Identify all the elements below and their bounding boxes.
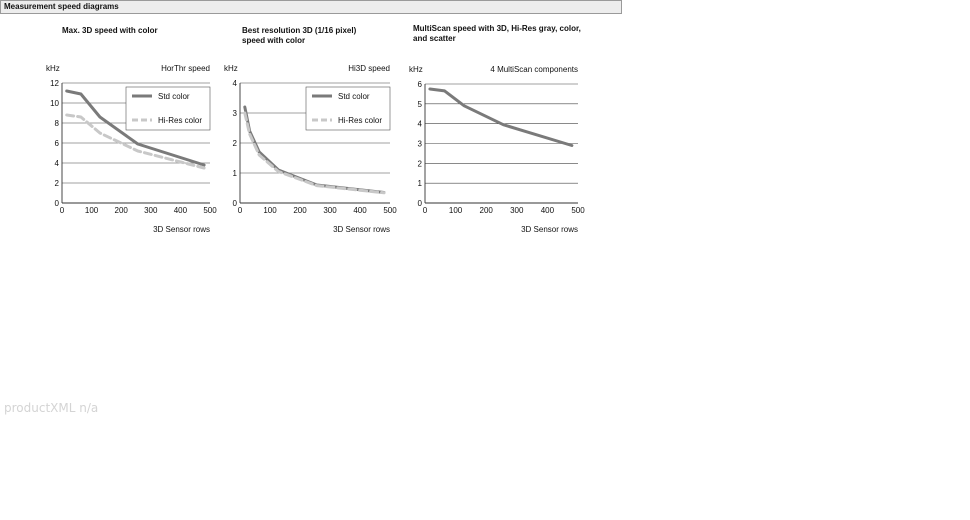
chart-2-x-axis-label: 3D Sensor rows [333,225,390,234]
chart-3-x-axis-label: 3D Sensor rows [521,225,578,234]
chart-1-y-tick-label: 12 [50,79,59,88]
chart-1-legend-box [125,86,211,131]
chart-3-series-line [428,87,574,147]
chart-1-y-axis-label: kHz [46,64,60,73]
chart-1-y-tick-label: 2 [55,179,60,188]
chart-3-x-tick-label: 300 [510,206,524,215]
chart-3-x-tick-label: 100 [449,206,463,215]
chart-1-x-tick-label: 0 [60,206,65,215]
footer-note: productXML n/a [4,401,99,415]
chart-1-y-tick-label: 0 [55,199,60,208]
section-title: Measurement speed diagrams [4,2,119,11]
chart-3-y-tick-label: 4 [418,120,423,129]
chart-3-x-tick-label: 400 [541,206,555,215]
chart-2-corner-label: Hi3D speed [348,64,390,73]
chart-1-y-tick-label: 10 [50,99,59,108]
chart-1-series-line [65,89,206,167]
chart-3-y-tick-label: 3 [418,140,423,149]
chart-3-y-tick-label: 2 [418,159,423,168]
chart-1-x-tick-label: 200 [115,206,129,215]
chart-2-x-tick-label: 200 [293,206,307,215]
chart-1-y-tick-label: 8 [55,119,60,128]
chart-1-legend-label: Hi-Res color [158,116,202,125]
chart-2-legend-label: Std color [338,92,370,101]
chart-1-x-tick-label: 500 [203,206,217,215]
chart-2-x-tick-label: 0 [238,206,243,215]
chart-3-y-tick-label: 1 [418,179,423,188]
section-header: Measurement speed diagrams [0,0,622,14]
chart-2-y-tick-label: 4 [233,79,238,88]
chart-1-x-axis-label: 3D Sensor rows [153,225,210,234]
chart-2-y-tick-label: 1 [233,169,238,178]
chart-2-series-line [243,111,386,195]
chart-2-x-tick-label: 300 [323,206,337,215]
chart-3-y-tick-label: 5 [418,100,423,109]
chart-1-series-line [65,113,206,170]
chart-2-x-tick-label: 400 [353,206,367,215]
chart-2-x-tick-label: 100 [263,206,277,215]
chart-3-x-tick-label: 200 [480,206,494,215]
chart-1-corner-label: HorThr speed [161,64,210,73]
chart-1-x-tick-label: 400 [174,206,188,215]
chart-2-y-tick-label: 2 [233,139,238,148]
chart-3-y-tick-label: 6 [418,80,423,89]
chart-3-x-tick-label: 0 [423,206,428,215]
chart-3-title: MultiScan speed with 3D, Hi-Res gray, co… [413,24,581,43]
chart-1-legend-label: Std color [158,92,190,101]
chart-2-legend-box [305,86,391,131]
chart-1-x-tick-label: 300 [144,206,158,215]
chart-3-y-axis-label: kHz [409,65,423,74]
chart-2-legend-label: Hi-Res color [338,116,382,125]
chart-2-x-tick-label: 500 [383,206,397,215]
chart-1-title: Max. 3D speed with color [62,26,158,35]
chart-2-y-axis-label: kHz [224,64,238,73]
chart-2-y-tick-label: 3 [233,109,238,118]
chart-3-x-tick-label: 500 [571,206,585,215]
chart-3-y-tick-label: 0 [418,199,423,208]
chart-1-x-tick-label: 100 [85,206,99,215]
chart-2-y-tick-label: 0 [233,199,238,208]
chart-1-y-tick-label: 4 [55,159,60,168]
chart-3-corner-label: 4 MultiScan components [490,65,578,74]
chart-2-title: Best resolution 3D (1/16 pixel) speed wi… [242,26,357,45]
chart-1-y-tick-label: 6 [55,139,60,148]
